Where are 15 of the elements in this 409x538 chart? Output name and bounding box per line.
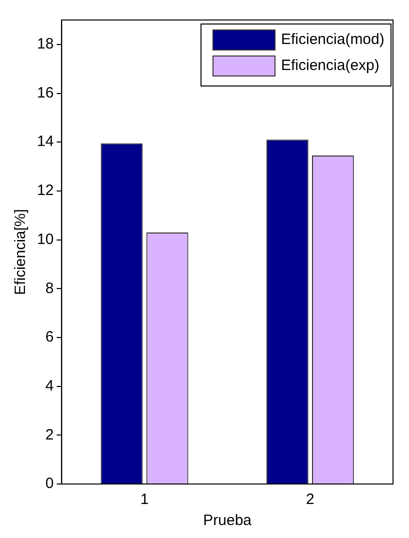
y-tick-label: 2 <box>45 426 54 444</box>
y-tick-label: 4 <box>45 377 54 394</box>
y-tick-label: 8 <box>45 280 54 297</box>
x-axis-title: Prueba <box>203 512 252 530</box>
y-axis-title: Eficiencia[%] <box>12 209 30 295</box>
legend-label: Eficiencia(mod) <box>281 31 384 48</box>
y-tick-label: 16 <box>36 84 54 102</box>
y-tick-label: 0 <box>45 475 54 492</box>
x-tick-label: 1 <box>140 491 149 508</box>
y-tick-label: 6 <box>45 328 54 346</box>
y-tick-label: 10 <box>36 230 54 248</box>
legend-label: Eficiencia(exp) <box>281 57 380 74</box>
y-tick-label: 12 <box>36 182 54 200</box>
y-tick-label: 14 <box>36 133 54 150</box>
y-tick-label: 18 <box>36 36 54 53</box>
